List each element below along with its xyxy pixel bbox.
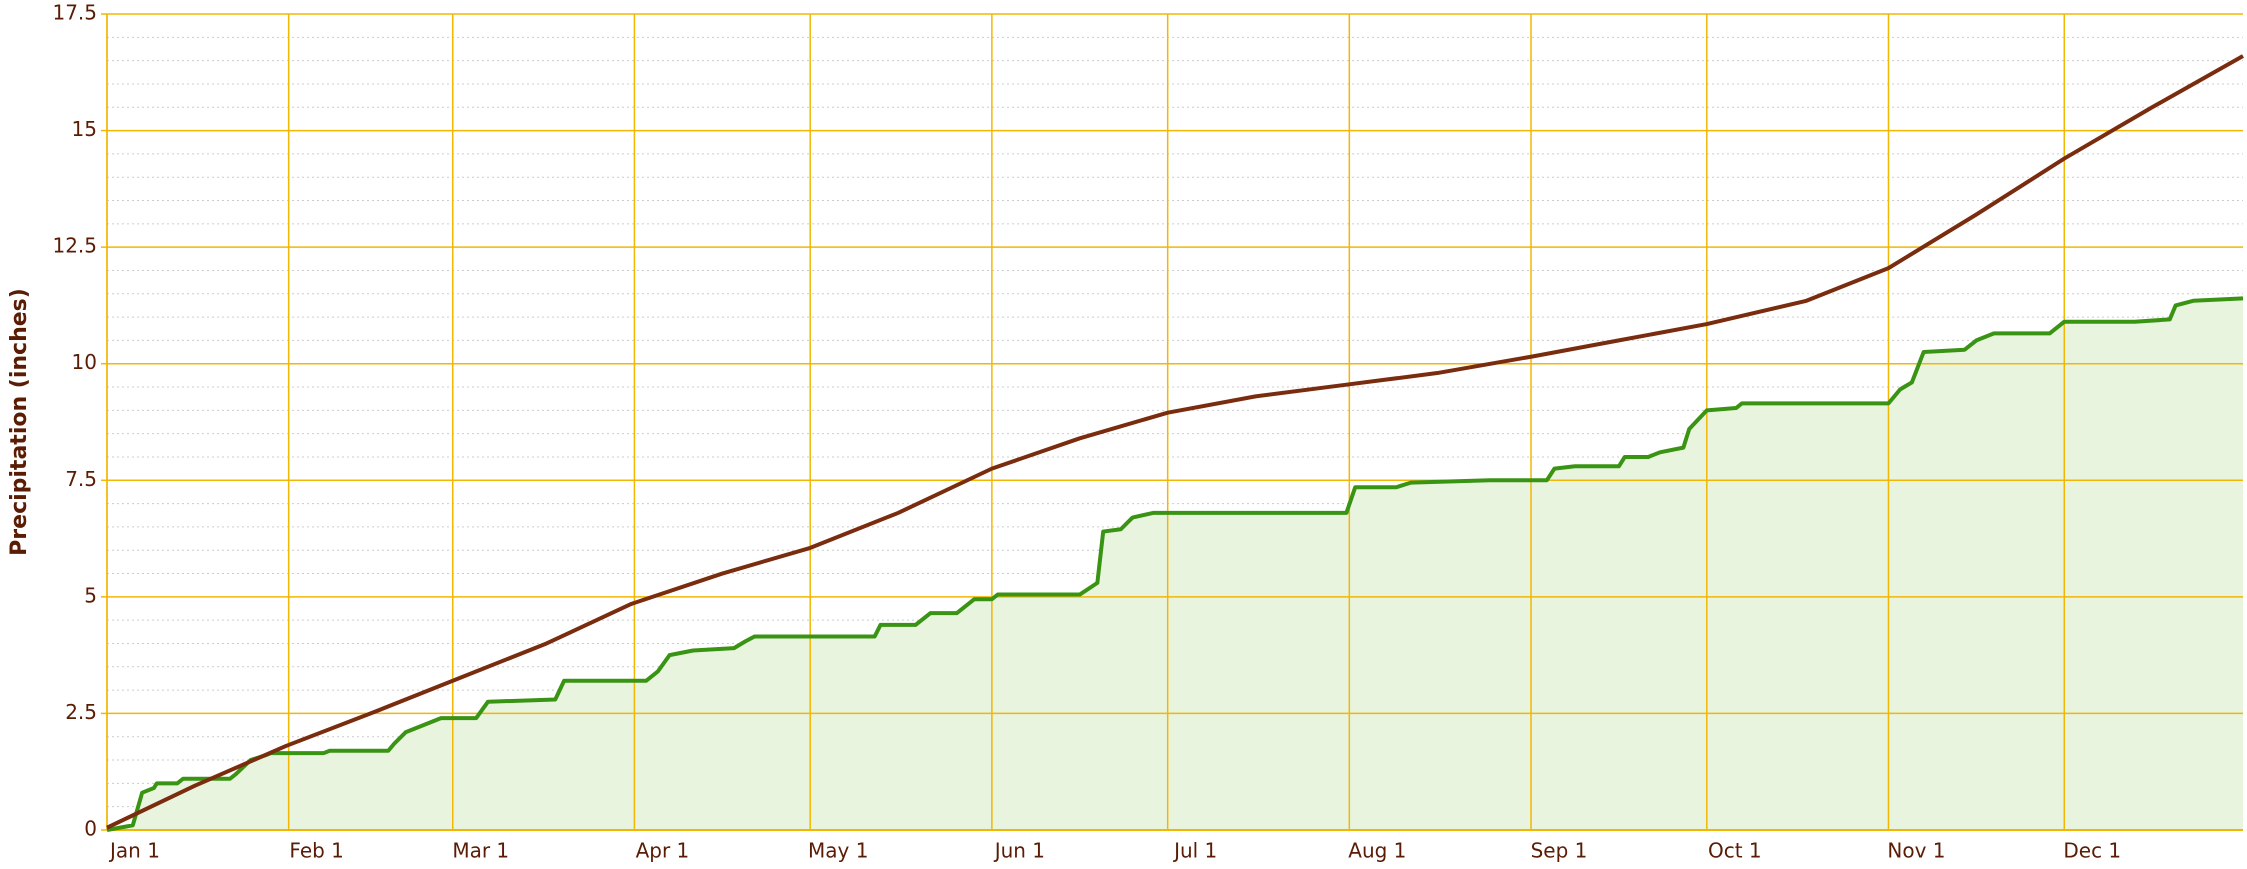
x-tick-label: Jan 1: [108, 839, 160, 863]
x-tick-label: Feb 1: [289, 839, 344, 863]
y-tick-label: 15: [72, 117, 97, 141]
area: [107, 298, 2243, 830]
y-axis-label: Precipitation (inches): [7, 288, 32, 556]
x-tick-label: Mar 1: [452, 839, 509, 863]
y-tick-label: 0: [84, 817, 97, 841]
series-line: [106, 296, 2244, 832]
y-tick-label: 5: [84, 583, 97, 607]
x-tick-label: Jun 1: [993, 839, 1045, 863]
series-line: [106, 54, 2244, 830]
y-tick-label: 17.5: [52, 1, 97, 25]
x-tick-label: Dec 1: [2063, 839, 2121, 863]
y-tick-label: 2.5: [65, 700, 97, 724]
x-tick-label: Apr 1: [636, 839, 690, 863]
x-tick-label: May 1: [808, 839, 868, 863]
y-tick-label: 10: [72, 350, 97, 374]
x-tick-label: Sep 1: [1531, 839, 1588, 863]
x-tick-label: Nov 1: [1887, 839, 1945, 863]
x-tick-label: Aug 1: [1348, 839, 1406, 863]
x-tick-label: Jul 1: [1172, 839, 1217, 863]
x-tick-label: Oct 1: [1708, 839, 1762, 863]
y-tick-label: 7.5: [65, 467, 97, 491]
y-tick-label: 12.5: [52, 234, 97, 258]
